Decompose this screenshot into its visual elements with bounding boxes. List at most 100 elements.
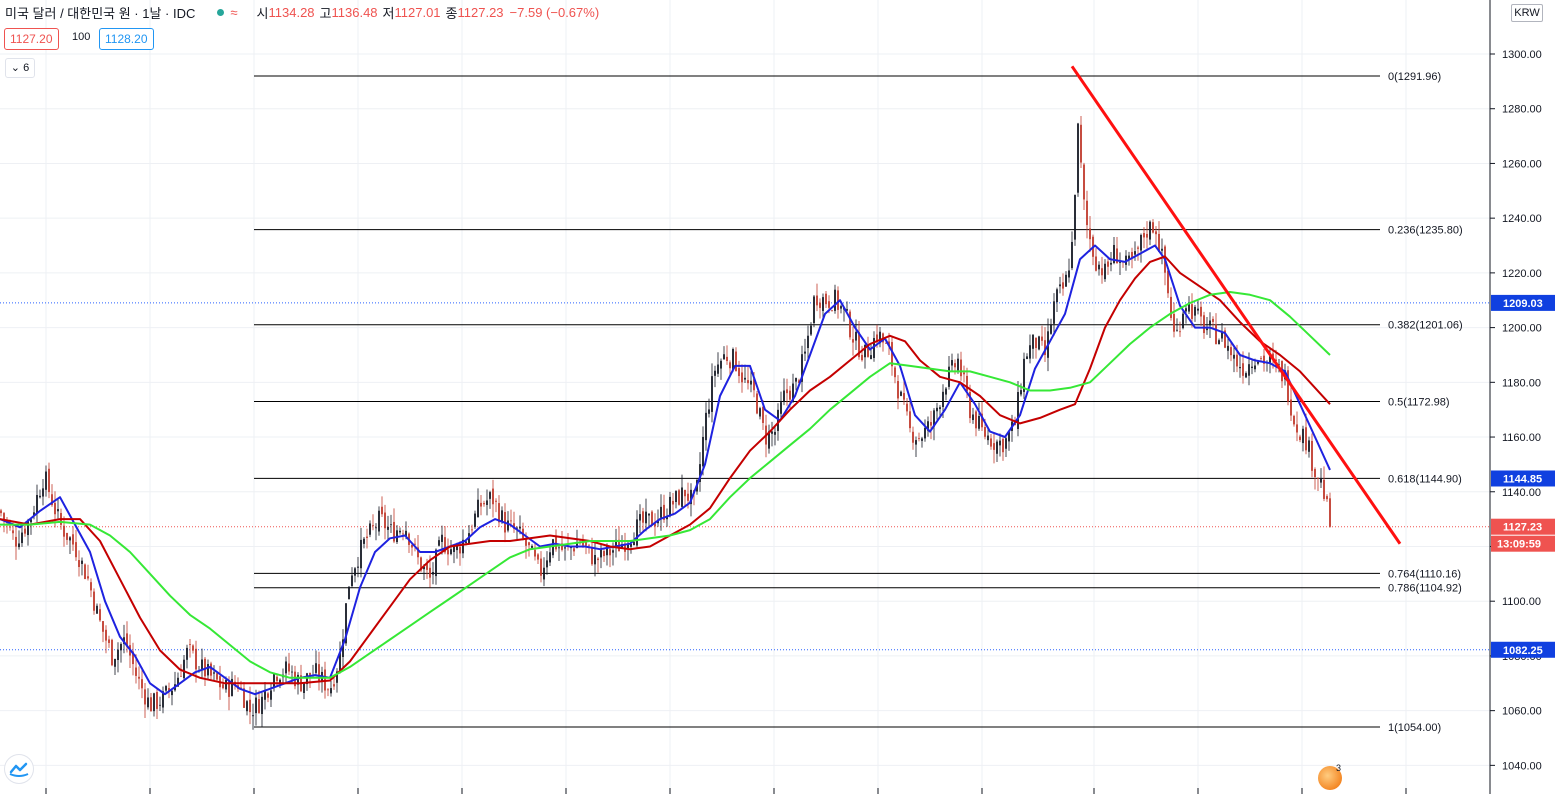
candle-body (1035, 337, 1037, 349)
candle-body (189, 644, 191, 646)
candle-body (1149, 221, 1151, 240)
candle-body (279, 679, 281, 683)
candle-body (402, 533, 404, 535)
economic-event-flag-icon[interactable] (1318, 766, 1342, 790)
symbol-title[interactable]: 미국 달러 / 대한민국 원 · 1날 · IDC (5, 5, 196, 21)
candle-body (858, 332, 860, 358)
candle-body (1008, 431, 1010, 442)
candle-body (735, 351, 737, 371)
candle-body (525, 538, 527, 546)
candle-body (384, 512, 386, 529)
candle-body (1188, 302, 1190, 312)
ma-fast-line (0, 244, 1331, 696)
candle-body (942, 391, 944, 407)
candle-body (957, 358, 959, 371)
candle-body (459, 547, 461, 554)
high-value: 1136.48 (331, 4, 378, 20)
candle-body (1056, 289, 1058, 303)
candle-body (516, 527, 518, 529)
candle-body (969, 391, 971, 419)
candle-body (486, 500, 488, 505)
close-label: 종 (445, 5, 458, 21)
candle-body (933, 410, 935, 427)
indicators-count: 6 (23, 62, 30, 74)
candle-body (639, 514, 641, 521)
candle-body (1275, 359, 1277, 362)
candle-body (873, 338, 875, 359)
candle-body (849, 311, 851, 338)
candle-body (1221, 332, 1223, 339)
candle-body (648, 513, 650, 516)
candle-body (1170, 296, 1172, 318)
candle-body (582, 541, 584, 546)
candle-body (906, 403, 908, 412)
candle-body (1101, 268, 1103, 276)
candle-body (1278, 364, 1280, 366)
trendline[interactable] (1070, 65, 1402, 545)
candle-body (585, 541, 587, 546)
candle-body (774, 431, 776, 435)
candle-body (1257, 361, 1259, 364)
fibonacci-retracement[interactable]: 0(1291.96) 0.236(1235.80) 0.382(1201.06) 0.… (254, 71, 1463, 734)
candle-body (21, 532, 23, 544)
candle-body (381, 506, 383, 515)
candle-body (660, 506, 662, 518)
candle-body (1179, 331, 1181, 333)
candle-body (729, 362, 731, 369)
candle-body (9, 526, 11, 528)
sell-price-button[interactable]: 1127.20 (4, 28, 59, 50)
currency-button[interactable]: KRW (1511, 4, 1543, 22)
candle-body (777, 409, 779, 431)
tradingview-logo-icon[interactable] (5, 755, 33, 783)
candle-body (867, 347, 869, 357)
candle-body (828, 301, 830, 308)
candle-body (378, 510, 380, 532)
candle-body (687, 493, 689, 501)
candle-body (387, 526, 389, 530)
candle-body (120, 643, 122, 651)
candle-body (741, 372, 743, 383)
candle-body (825, 293, 827, 305)
price-badge-label: 1144.85 (1503, 473, 1542, 485)
candle-body (1071, 241, 1073, 269)
price-axis[interactable]: 1040.001060.001080.001100.001120.001140.… (1489, 0, 1555, 794)
wave-icon[interactable]: ≈ (230, 4, 238, 20)
candle-body (339, 652, 341, 673)
candle-body (609, 549, 611, 556)
candle-body (369, 523, 371, 535)
buy-price-button[interactable]: 1128.20 (99, 28, 154, 50)
candle-body (1017, 392, 1019, 429)
candle-body (165, 686, 167, 691)
candle-body (1185, 308, 1187, 312)
candle-body (420, 557, 422, 571)
candle-body (627, 544, 629, 549)
spread-value: 100 (72, 31, 91, 43)
candle-body (1161, 248, 1163, 251)
candle-body (1293, 415, 1295, 425)
candle-body (1317, 478, 1319, 479)
candle-body (462, 539, 464, 554)
candle-body (186, 647, 188, 660)
candle-body (183, 659, 185, 679)
candle-body (168, 688, 170, 692)
candle-body (465, 541, 467, 543)
candle-body (1155, 231, 1157, 235)
candle-body (684, 489, 686, 497)
candle-body (162, 691, 164, 708)
descending-trendline (1070, 65, 1402, 545)
candle-body (555, 535, 557, 550)
candle-body (861, 354, 863, 361)
candle-body (96, 605, 98, 614)
open-value: 1134.28 (268, 4, 315, 20)
candle-body (1209, 320, 1211, 326)
candle-body (138, 676, 140, 679)
candle-body (252, 715, 254, 717)
candle-body (288, 663, 290, 672)
indicators-toggle[interactable]: ⌄ 6 (5, 58, 35, 78)
chart-grid (0, 0, 1490, 794)
candle-body (327, 689, 329, 691)
candle-body (966, 375, 968, 392)
candle-body (864, 344, 866, 358)
low-value: 1127.01 (394, 4, 441, 20)
